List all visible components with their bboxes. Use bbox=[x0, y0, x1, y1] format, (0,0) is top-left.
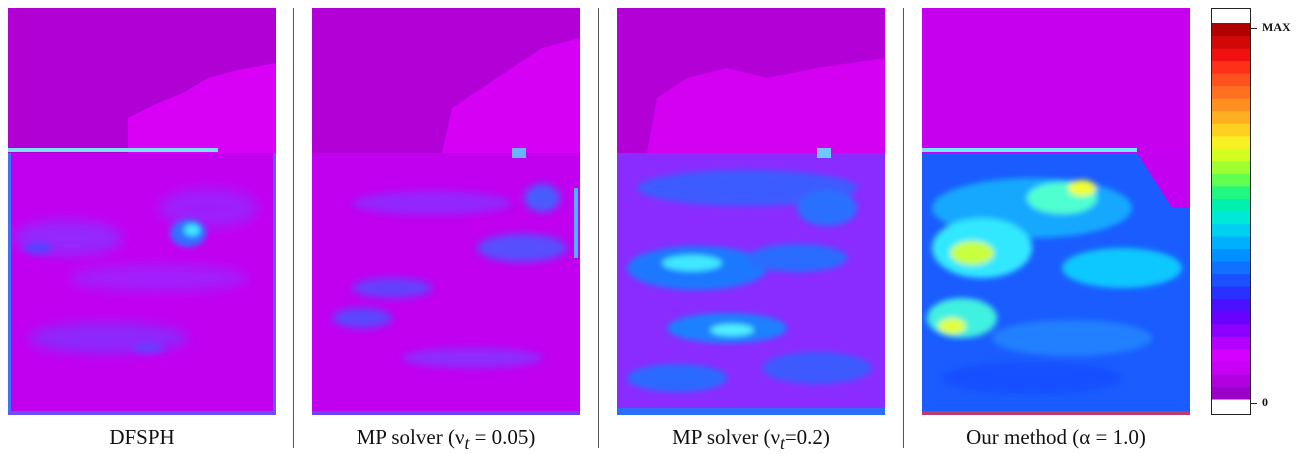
caption-mp-solver-02: MP solver (νt=0.2) bbox=[601, 425, 901, 454]
colorbar-band bbox=[1212, 60, 1250, 74]
vorticity-field-dfsph bbox=[8, 8, 276, 415]
colorbar-band bbox=[1212, 148, 1250, 162]
colorbar-band bbox=[1212, 35, 1250, 49]
colorbar-band bbox=[1212, 286, 1250, 300]
colorbar-band bbox=[1212, 248, 1250, 262]
nu-symbol: ν bbox=[454, 425, 465, 449]
colorbar-band bbox=[1212, 323, 1250, 337]
colorbar-band bbox=[1212, 160, 1250, 174]
caption-prefix: MP solver ( bbox=[356, 425, 455, 449]
colorbar-band bbox=[1212, 173, 1250, 187]
colorbar-band bbox=[1212, 98, 1250, 112]
colorbar-band bbox=[1212, 110, 1250, 124]
vorticity-field-our-method bbox=[922, 8, 1190, 415]
colorbar-band bbox=[1212, 48, 1250, 62]
caption-suffix: =0.2) bbox=[784, 425, 830, 449]
colorbar-band bbox=[1212, 23, 1250, 37]
colorbar-band bbox=[1212, 386, 1250, 400]
colorbar-band bbox=[1212, 298, 1250, 312]
colorbar-min-label: 0 bbox=[1262, 395, 1268, 409]
caption-suffix: = 0.05) bbox=[469, 425, 536, 449]
colorbar bbox=[1211, 8, 1251, 415]
colorbar-band bbox=[1212, 373, 1250, 387]
panel-dfsph bbox=[8, 8, 276, 415]
colorbar-band bbox=[1212, 85, 1250, 99]
colorbar-band bbox=[1212, 361, 1250, 375]
colorbar-band bbox=[1212, 198, 1250, 212]
tick-zero bbox=[1251, 403, 1257, 404]
separator bbox=[903, 8, 904, 448]
colorbar-band bbox=[1212, 211, 1250, 225]
vorticity-field-mp-005 bbox=[312, 8, 580, 415]
colorbar-band bbox=[1212, 273, 1250, 287]
separator bbox=[598, 8, 599, 448]
colorbar-band bbox=[1212, 336, 1250, 350]
colorbar-band bbox=[1212, 236, 1250, 250]
caption-our-method: Our method (α = 1.0) bbox=[966, 425, 1146, 449]
panel-our-method bbox=[922, 8, 1190, 415]
tick-max bbox=[1251, 28, 1257, 29]
subscript-t: t bbox=[464, 433, 470, 454]
separator bbox=[293, 8, 294, 448]
colorbar-band bbox=[1212, 348, 1250, 362]
panel-mp-solver-02 bbox=[617, 8, 885, 415]
nu-symbol: ν bbox=[770, 425, 780, 449]
vorticity-field-mp-02 bbox=[617, 8, 885, 415]
colorbar-band bbox=[1212, 261, 1250, 275]
colorbar-band bbox=[1212, 223, 1250, 237]
caption-mp-solver-005: MP solver (νt = 0.05) bbox=[296, 425, 596, 454]
colorbar-band bbox=[1212, 135, 1250, 149]
panel-mp-solver-005 bbox=[312, 8, 580, 415]
subscript-t: t bbox=[779, 433, 785, 454]
caption-prefix: MP solver ( bbox=[672, 425, 771, 449]
caption-dfsph: DFSPH bbox=[109, 425, 175, 449]
colorbar-max-label: MAX bbox=[1262, 20, 1291, 34]
colorbar-band bbox=[1212, 73, 1250, 87]
colorbar-band bbox=[1212, 185, 1250, 199]
colorbar-band bbox=[1212, 311, 1250, 325]
colorbar-band bbox=[1212, 123, 1250, 137]
colorbar-gradient bbox=[1212, 23, 1250, 400]
